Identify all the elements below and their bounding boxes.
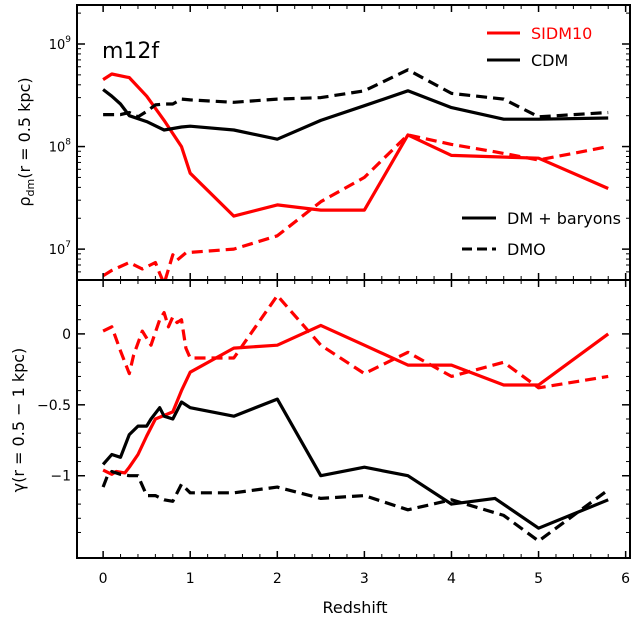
x-axis-label: Redshift	[323, 598, 388, 617]
x-tick-label: 3	[360, 571, 369, 587]
y-tick-label: −0.5	[37, 398, 71, 414]
y-tick-label: 0	[62, 327, 71, 343]
legend-label-sidm10: SIDM10	[531, 24, 592, 43]
x-tick-label: 6	[621, 571, 630, 587]
y-tick-label: 108	[49, 138, 72, 156]
bottom-y-axis-label: γ(r = 0.5 − 1 kpc)	[9, 348, 28, 493]
legend-label-dmo: DMO	[507, 240, 546, 259]
x-tick-label: 1	[186, 571, 195, 587]
bottom-series-line-cdm-dmo	[101, 469, 610, 543]
top-series-line-cdm-dmo	[103, 68, 609, 119]
top-panel-frame	[76, 4, 631, 281]
top-series-line-sidm10-dm-baryons	[102, 72, 609, 218]
x-tick-label: 4	[447, 571, 456, 587]
top-y-axis-label: ρdm(r = 0.5 kpc)	[15, 77, 37, 206]
bottom-series-line-cdm-dm-baryons	[101, 397, 609, 530]
bottom-panel: 0 −0.5 −1 γ(r = 0.5 − 1 kpc)	[9, 279, 631, 559]
y-tick-label: 107	[49, 240, 71, 258]
y-tick-label: 109	[49, 35, 72, 53]
x-axis-ticks: 0 1 2 3 4 5 6	[99, 5, 630, 587]
x-tick-label: 5	[534, 571, 543, 587]
legend-label-cdm: CDM	[531, 51, 568, 70]
top-series	[102, 68, 609, 280]
bottom-ticks: 0 −0.5 −1	[37, 305, 630, 533]
bottom-series-line-sidm10-dmo	[102, 294, 609, 390]
top-legend: SIDM10 CDM	[487, 24, 592, 70]
top-series-line-sidm10-dmo	[102, 133, 609, 280]
bottom-series-line-sidm10-dm-baryons	[102, 323, 610, 476]
top-panel: 107 108 109 m12f ρdm(r = 0.5 kpc) SIDM10 C…	[15, 4, 631, 281]
bottom-legend: DM + baryons DMO	[462, 209, 621, 259]
x-tick-label: 2	[273, 571, 282, 587]
y-tick-label: −1	[50, 469, 71, 485]
x-tick-label: 0	[99, 571, 108, 587]
bottom-series	[101, 294, 610, 543]
panel-annotation: m12f	[102, 39, 160, 64]
legend-label-dm-baryons: DM + baryons	[507, 209, 621, 228]
